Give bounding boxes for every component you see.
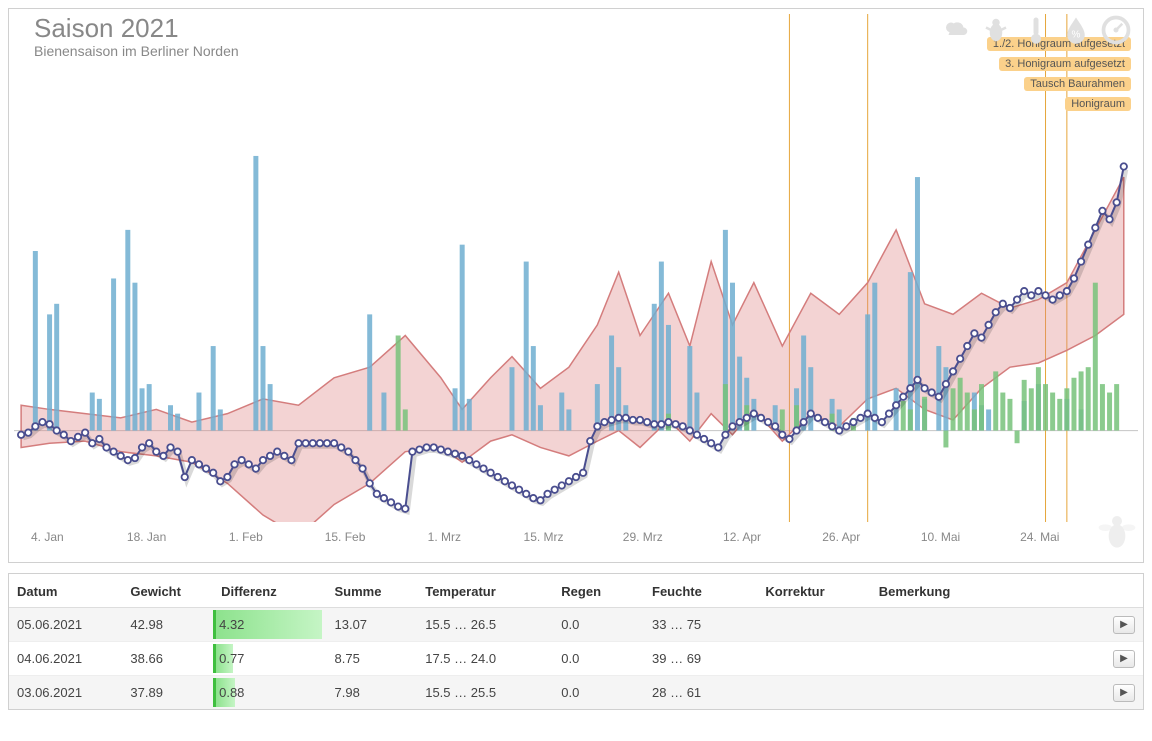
column-header [1086,574,1143,608]
cell-datum: 05.06.2021 [9,608,122,642]
cell-summe: 8.75 [327,642,418,676]
cell-differenz: 0.77 [213,642,326,676]
bee-watermark-icon [1097,511,1137,556]
annotation-label: 3. Honigraum aufgesetzt [999,57,1131,71]
x-axis-labels: 4. Jan 18. Jan 1. Feb 15. Feb 1. Mrz 15. Mrz 2… [14,530,1138,550]
bee-icon[interactable] [979,13,1013,47]
annotation-label: Tausch Baurahmen [1024,77,1131,91]
chart-subtitle: Bienensaison im Berliner Norden [34,43,239,59]
chart-svg [14,14,1138,522]
x-tick-label: 1. Feb [229,530,263,544]
data-table-panel: DatumGewichtDifferenzSummeTemperaturRege… [8,573,1144,710]
cell-summe: 13.07 [327,608,418,642]
plot-area[interactable] [14,14,1138,522]
x-tick-label: 15. Feb [325,530,366,544]
table-body: 05.06.202142.984.3213.0715.5 … 26.50.033… [9,608,1143,710]
table-row: 04.06.202138.660.778.7517.5 … 24.00.039 … [9,642,1143,676]
x-tick-label: 26. Apr [822,530,860,544]
data-table: DatumGewichtDifferenzSummeTemperaturRege… [9,574,1143,709]
column-header: Regen [553,574,644,608]
column-header: Datum [9,574,122,608]
cell-bemerkung [871,676,1086,710]
column-header: Temperatur [417,574,553,608]
x-tick-label: 29. Mrz [623,530,663,544]
x-tick-label: 15. Mrz [524,530,564,544]
cell-regen: 0.0 [553,676,644,710]
chart-title: Saison 2021 [34,13,179,44]
cell-korrektur [757,676,870,710]
expand-button[interactable]: ▶ [1113,650,1135,668]
cell-gewicht: 38.66 [122,642,213,676]
annotation-label: Honigraum [1065,97,1131,111]
cell-expand: ▶ [1086,608,1143,642]
cell-expand: ▶ [1086,676,1143,710]
expand-button[interactable]: ▶ [1113,684,1135,702]
chart-toolbar: % [939,13,1133,47]
cell-bemerkung [871,642,1086,676]
cell-regen: 0.0 [553,642,644,676]
x-tick-label: 24. Mai [1020,530,1059,544]
cell-temperatur: 15.5 … 25.5 [417,676,553,710]
column-header: Korrektur [757,574,870,608]
cell-gewicht: 42.98 [122,608,213,642]
humidity-icon[interactable]: % [1059,13,1093,47]
cell-regen: 0.0 [553,608,644,642]
x-tick-label: 1. Mrz [428,530,461,544]
table-row: 03.06.202137.890.887.9815.5 … 25.50.028 … [9,676,1143,710]
cell-summe: 7.98 [327,676,418,710]
x-tick-label: 12. Apr [723,530,761,544]
column-header: Feuchte [644,574,757,608]
cell-expand: ▶ [1086,642,1143,676]
chart-panel: Saison 2021 Bienensaison im Berliner Nor… [8,8,1144,563]
cell-feuchte: 33 … 75 [644,608,757,642]
cell-differenz: 0.88 [213,676,326,710]
cell-feuchte: 39 … 69 [644,642,757,676]
cell-temperatur: 15.5 … 26.5 [417,608,553,642]
table-row: 05.06.202142.984.3213.0715.5 … 26.50.033… [9,608,1143,642]
x-tick-label: 18. Jan [127,530,166,544]
column-header: Bemerkung [871,574,1086,608]
cell-datum: 04.06.2021 [9,642,122,676]
cell-korrektur [757,642,870,676]
weather-icon[interactable] [939,13,973,47]
cell-datum: 03.06.2021 [9,676,122,710]
expand-button[interactable]: ▶ [1113,616,1135,634]
cell-gewicht: 37.89 [122,676,213,710]
svg-text:%: % [1072,30,1081,41]
column-header: Summe [327,574,418,608]
column-header: Gewicht [122,574,213,608]
x-tick-label: 4. Jan [31,530,64,544]
cell-korrektur [757,608,870,642]
cell-differenz: 4.32 [213,608,326,642]
cell-feuchte: 28 … 61 [644,676,757,710]
thermometer-icon[interactable] [1019,13,1053,47]
gauge-icon[interactable] [1099,13,1133,47]
cell-temperatur: 17.5 … 24.0 [417,642,553,676]
cell-bemerkung [871,608,1086,642]
x-tick-label: 10. Mai [921,530,960,544]
column-header: Differenz [213,574,326,608]
table-header-row: DatumGewichtDifferenzSummeTemperaturRege… [9,574,1143,608]
